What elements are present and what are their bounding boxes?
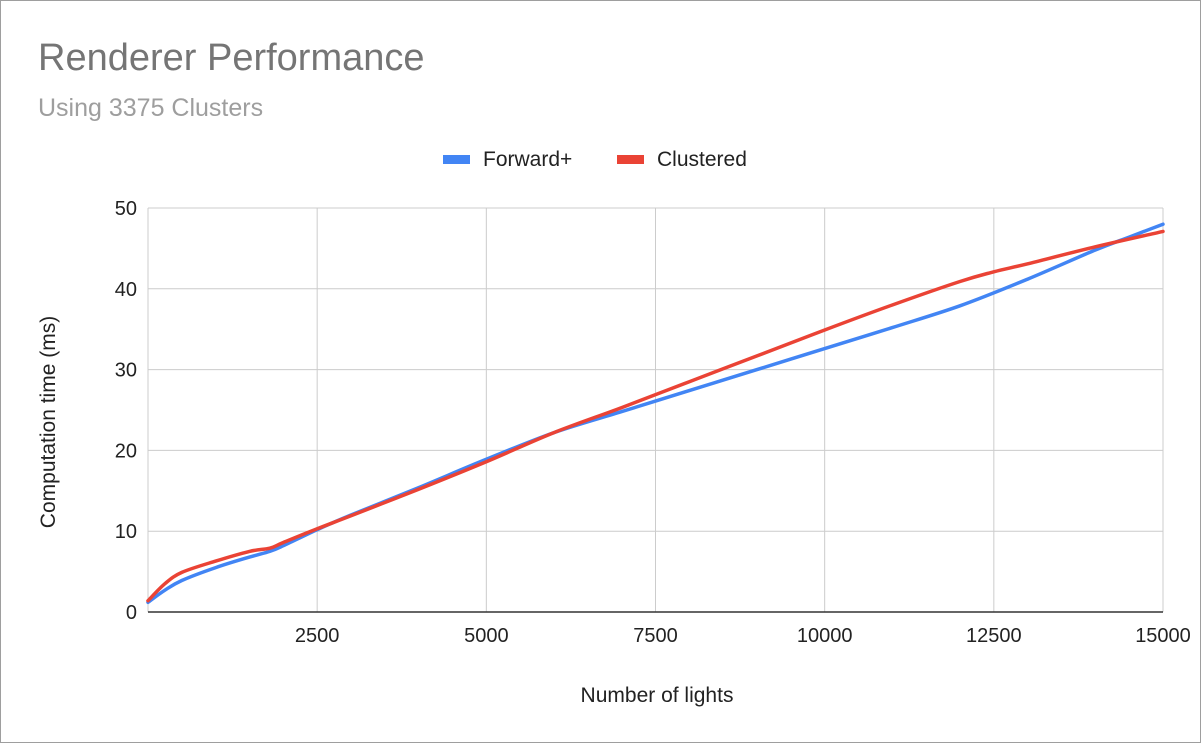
y-tick-label: 40 xyxy=(115,279,137,301)
y-tick-label: 30 xyxy=(115,360,137,382)
series-line-clustered xyxy=(146,229,1165,603)
y-axis-ticks: 0 10 20 30 40 50 xyxy=(115,198,137,624)
y-tick-label: 20 xyxy=(115,440,137,462)
legend-label: Clustered xyxy=(657,148,747,171)
y-tick-label: 10 xyxy=(115,521,137,543)
chart-title: Renderer Performance xyxy=(38,37,425,79)
series-lines xyxy=(146,222,1165,605)
legend-label: Forward+ xyxy=(483,148,572,171)
x-tick-label: 12500 xyxy=(966,625,1022,647)
x-axis-title: Number of lights xyxy=(581,684,734,707)
legend-swatch xyxy=(617,155,644,164)
x-tick-label: 7500 xyxy=(633,625,678,647)
x-tick-label: 5000 xyxy=(464,625,509,647)
x-tick-label: 10000 xyxy=(797,625,853,647)
legend: Forward+ Clustered xyxy=(443,148,747,171)
y-tick-label: 0 xyxy=(126,602,137,624)
x-tick-label: 15000 xyxy=(1135,625,1191,647)
x-tick-label: 2500 xyxy=(295,625,340,647)
grid-lines xyxy=(147,207,1164,612)
y-tick-label: 50 xyxy=(115,198,137,220)
legend-swatch xyxy=(443,155,470,164)
chart-subtitle: Using 3375 Clusters xyxy=(38,94,264,122)
y-axis-title: Computation time (ms) xyxy=(37,316,60,528)
x-axis-ticks: 2500 5000 7500 10000 12500 15000 xyxy=(295,625,1191,647)
